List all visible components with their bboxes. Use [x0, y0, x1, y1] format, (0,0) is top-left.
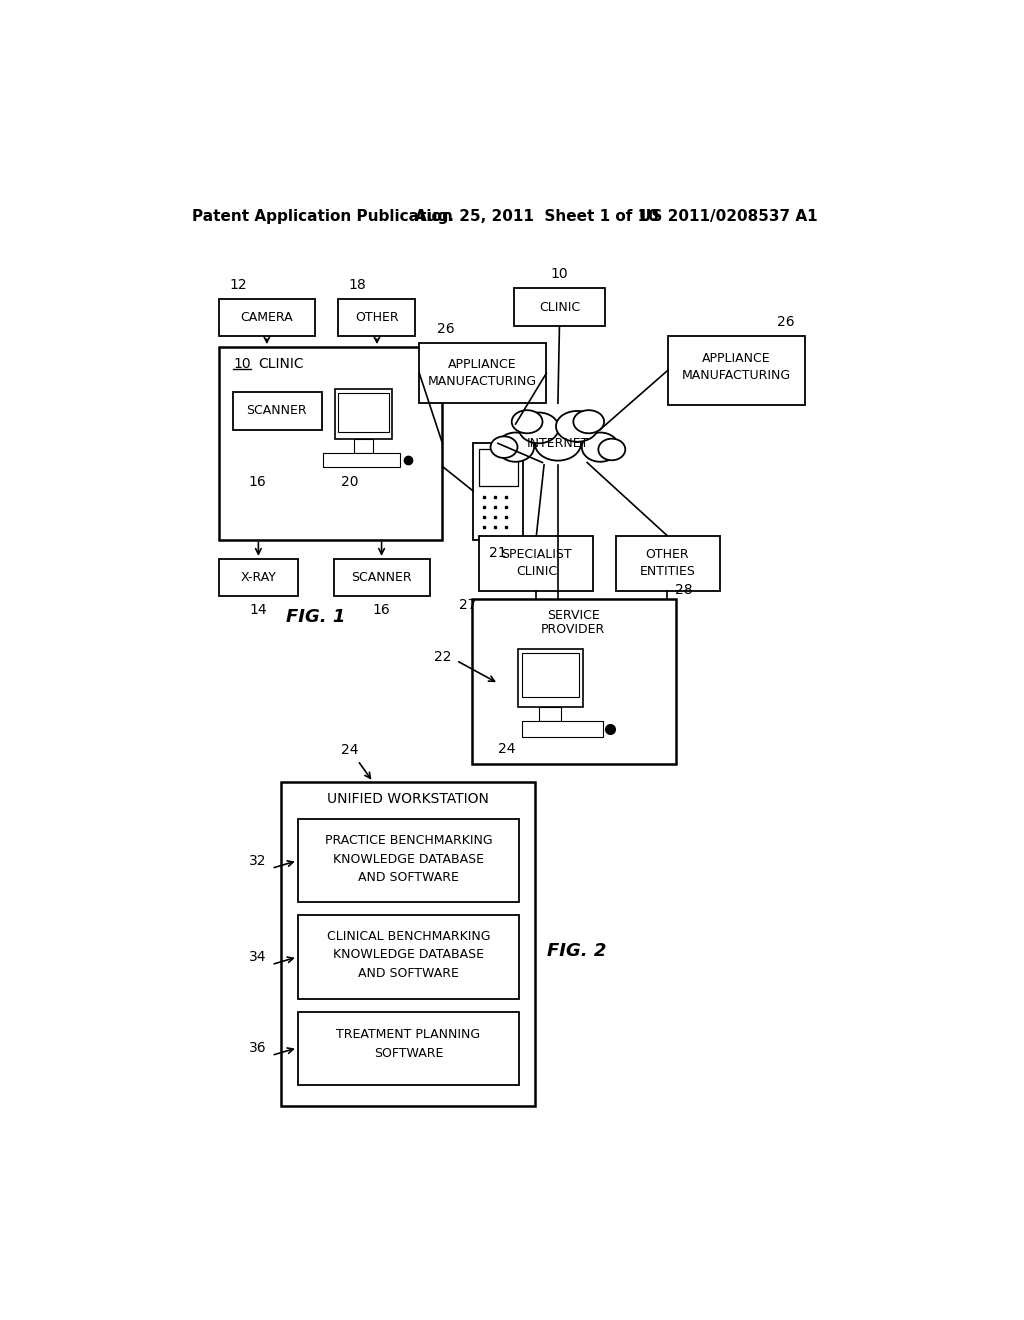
Text: 27: 27 — [459, 598, 476, 612]
Text: APPLIANCE: APPLIANCE — [702, 352, 771, 366]
Text: 18: 18 — [349, 279, 367, 293]
Bar — [219, 347, 442, 540]
Text: Patent Application Publication: Patent Application Publication — [193, 209, 453, 223]
Bar — [521, 721, 602, 738]
Text: AND SOFTWARE: AND SOFTWARE — [358, 966, 459, 979]
Bar — [473, 444, 523, 540]
Text: 36: 36 — [249, 1040, 266, 1055]
Bar — [233, 392, 322, 430]
Bar — [281, 781, 535, 1106]
Text: PRACTICE BENCHMARKING: PRACTICE BENCHMARKING — [325, 834, 493, 847]
Bar — [298, 818, 519, 903]
Text: 34: 34 — [249, 950, 266, 964]
Text: APPLIANCE: APPLIANCE — [449, 358, 517, 371]
Text: 20: 20 — [341, 475, 358, 488]
Ellipse shape — [573, 411, 604, 433]
Ellipse shape — [490, 437, 517, 458]
Bar — [419, 343, 547, 404]
Ellipse shape — [512, 411, 543, 433]
Text: 10: 10 — [551, 267, 568, 281]
Bar — [514, 288, 605, 326]
Text: CLINIC: CLINIC — [258, 356, 303, 371]
Text: SOFTWARE: SOFTWARE — [374, 1047, 443, 1060]
Text: Aug. 25, 2011  Sheet 1 of 10: Aug. 25, 2011 Sheet 1 of 10 — [416, 209, 659, 223]
Text: CLINIC: CLINIC — [516, 565, 557, 578]
Text: CLINIC: CLINIC — [539, 301, 580, 314]
Text: US 2011/0208537 A1: US 2011/0208537 A1 — [639, 209, 817, 223]
Text: 16: 16 — [373, 603, 390, 616]
Text: SPECIALIST: SPECIALIST — [501, 548, 571, 561]
Bar — [521, 653, 580, 697]
Text: SERVICE: SERVICE — [547, 610, 600, 622]
Text: 21: 21 — [489, 546, 507, 561]
Text: MANUFACTURING: MANUFACTURING — [428, 375, 537, 388]
Text: 12: 12 — [229, 279, 247, 293]
Text: KNOWLEDGE DATABASE: KNOWLEDGE DATABASE — [333, 948, 484, 961]
Text: 22: 22 — [433, 649, 452, 664]
Bar — [334, 558, 430, 595]
Text: FIG. 2: FIG. 2 — [548, 942, 607, 961]
Bar — [472, 599, 676, 764]
Bar — [615, 536, 720, 591]
Text: KNOWLEDGE DATABASE: KNOWLEDGE DATABASE — [333, 853, 484, 866]
Text: CAMERA: CAMERA — [241, 312, 293, 325]
Ellipse shape — [497, 433, 535, 462]
Text: 24: 24 — [498, 742, 515, 756]
Ellipse shape — [582, 433, 618, 462]
Text: OTHER: OTHER — [355, 312, 398, 325]
Bar — [323, 453, 400, 467]
Text: INTERNET: INTERNET — [526, 437, 589, 450]
Bar — [518, 649, 584, 706]
Bar — [219, 300, 315, 337]
Bar — [339, 300, 416, 337]
Bar — [354, 440, 373, 453]
Text: OTHER: OTHER — [645, 548, 689, 561]
Ellipse shape — [556, 411, 598, 442]
Ellipse shape — [518, 412, 559, 444]
Bar — [335, 389, 392, 440]
Text: 16: 16 — [249, 475, 266, 488]
Text: 32: 32 — [249, 854, 266, 867]
Text: 10: 10 — [233, 356, 251, 371]
Bar — [339, 393, 388, 432]
Text: SCANNER: SCANNER — [247, 404, 307, 417]
Text: 26: 26 — [777, 314, 795, 329]
Text: UNIFIED WORKSTATION: UNIFIED WORKSTATION — [327, 792, 488, 807]
Bar — [298, 915, 519, 999]
Bar — [298, 1011, 519, 1085]
Ellipse shape — [535, 426, 581, 461]
Text: 14: 14 — [250, 603, 267, 616]
Text: 24: 24 — [341, 743, 358, 756]
Text: MANUFACTURING: MANUFACTURING — [682, 370, 792, 381]
Text: X-RAY: X-RAY — [241, 570, 276, 583]
Text: AND SOFTWARE: AND SOFTWARE — [358, 871, 459, 884]
Text: ENTITIES: ENTITIES — [639, 565, 695, 578]
Bar — [478, 449, 518, 487]
Bar — [540, 706, 561, 721]
Ellipse shape — [598, 438, 626, 461]
Text: TREATMENT PLANNING: TREATMENT PLANNING — [337, 1028, 480, 1041]
Text: PROVIDER: PROVIDER — [542, 623, 605, 636]
Text: SCANNER: SCANNER — [351, 570, 412, 583]
Text: CLINICAL BENCHMARKING: CLINICAL BENCHMARKING — [327, 929, 490, 942]
Bar — [479, 536, 593, 591]
Text: 28: 28 — [675, 582, 692, 597]
Text: FIG. 1: FIG. 1 — [286, 607, 345, 626]
Bar — [668, 335, 805, 405]
Text: 26: 26 — [437, 322, 455, 337]
Bar — [219, 558, 298, 595]
